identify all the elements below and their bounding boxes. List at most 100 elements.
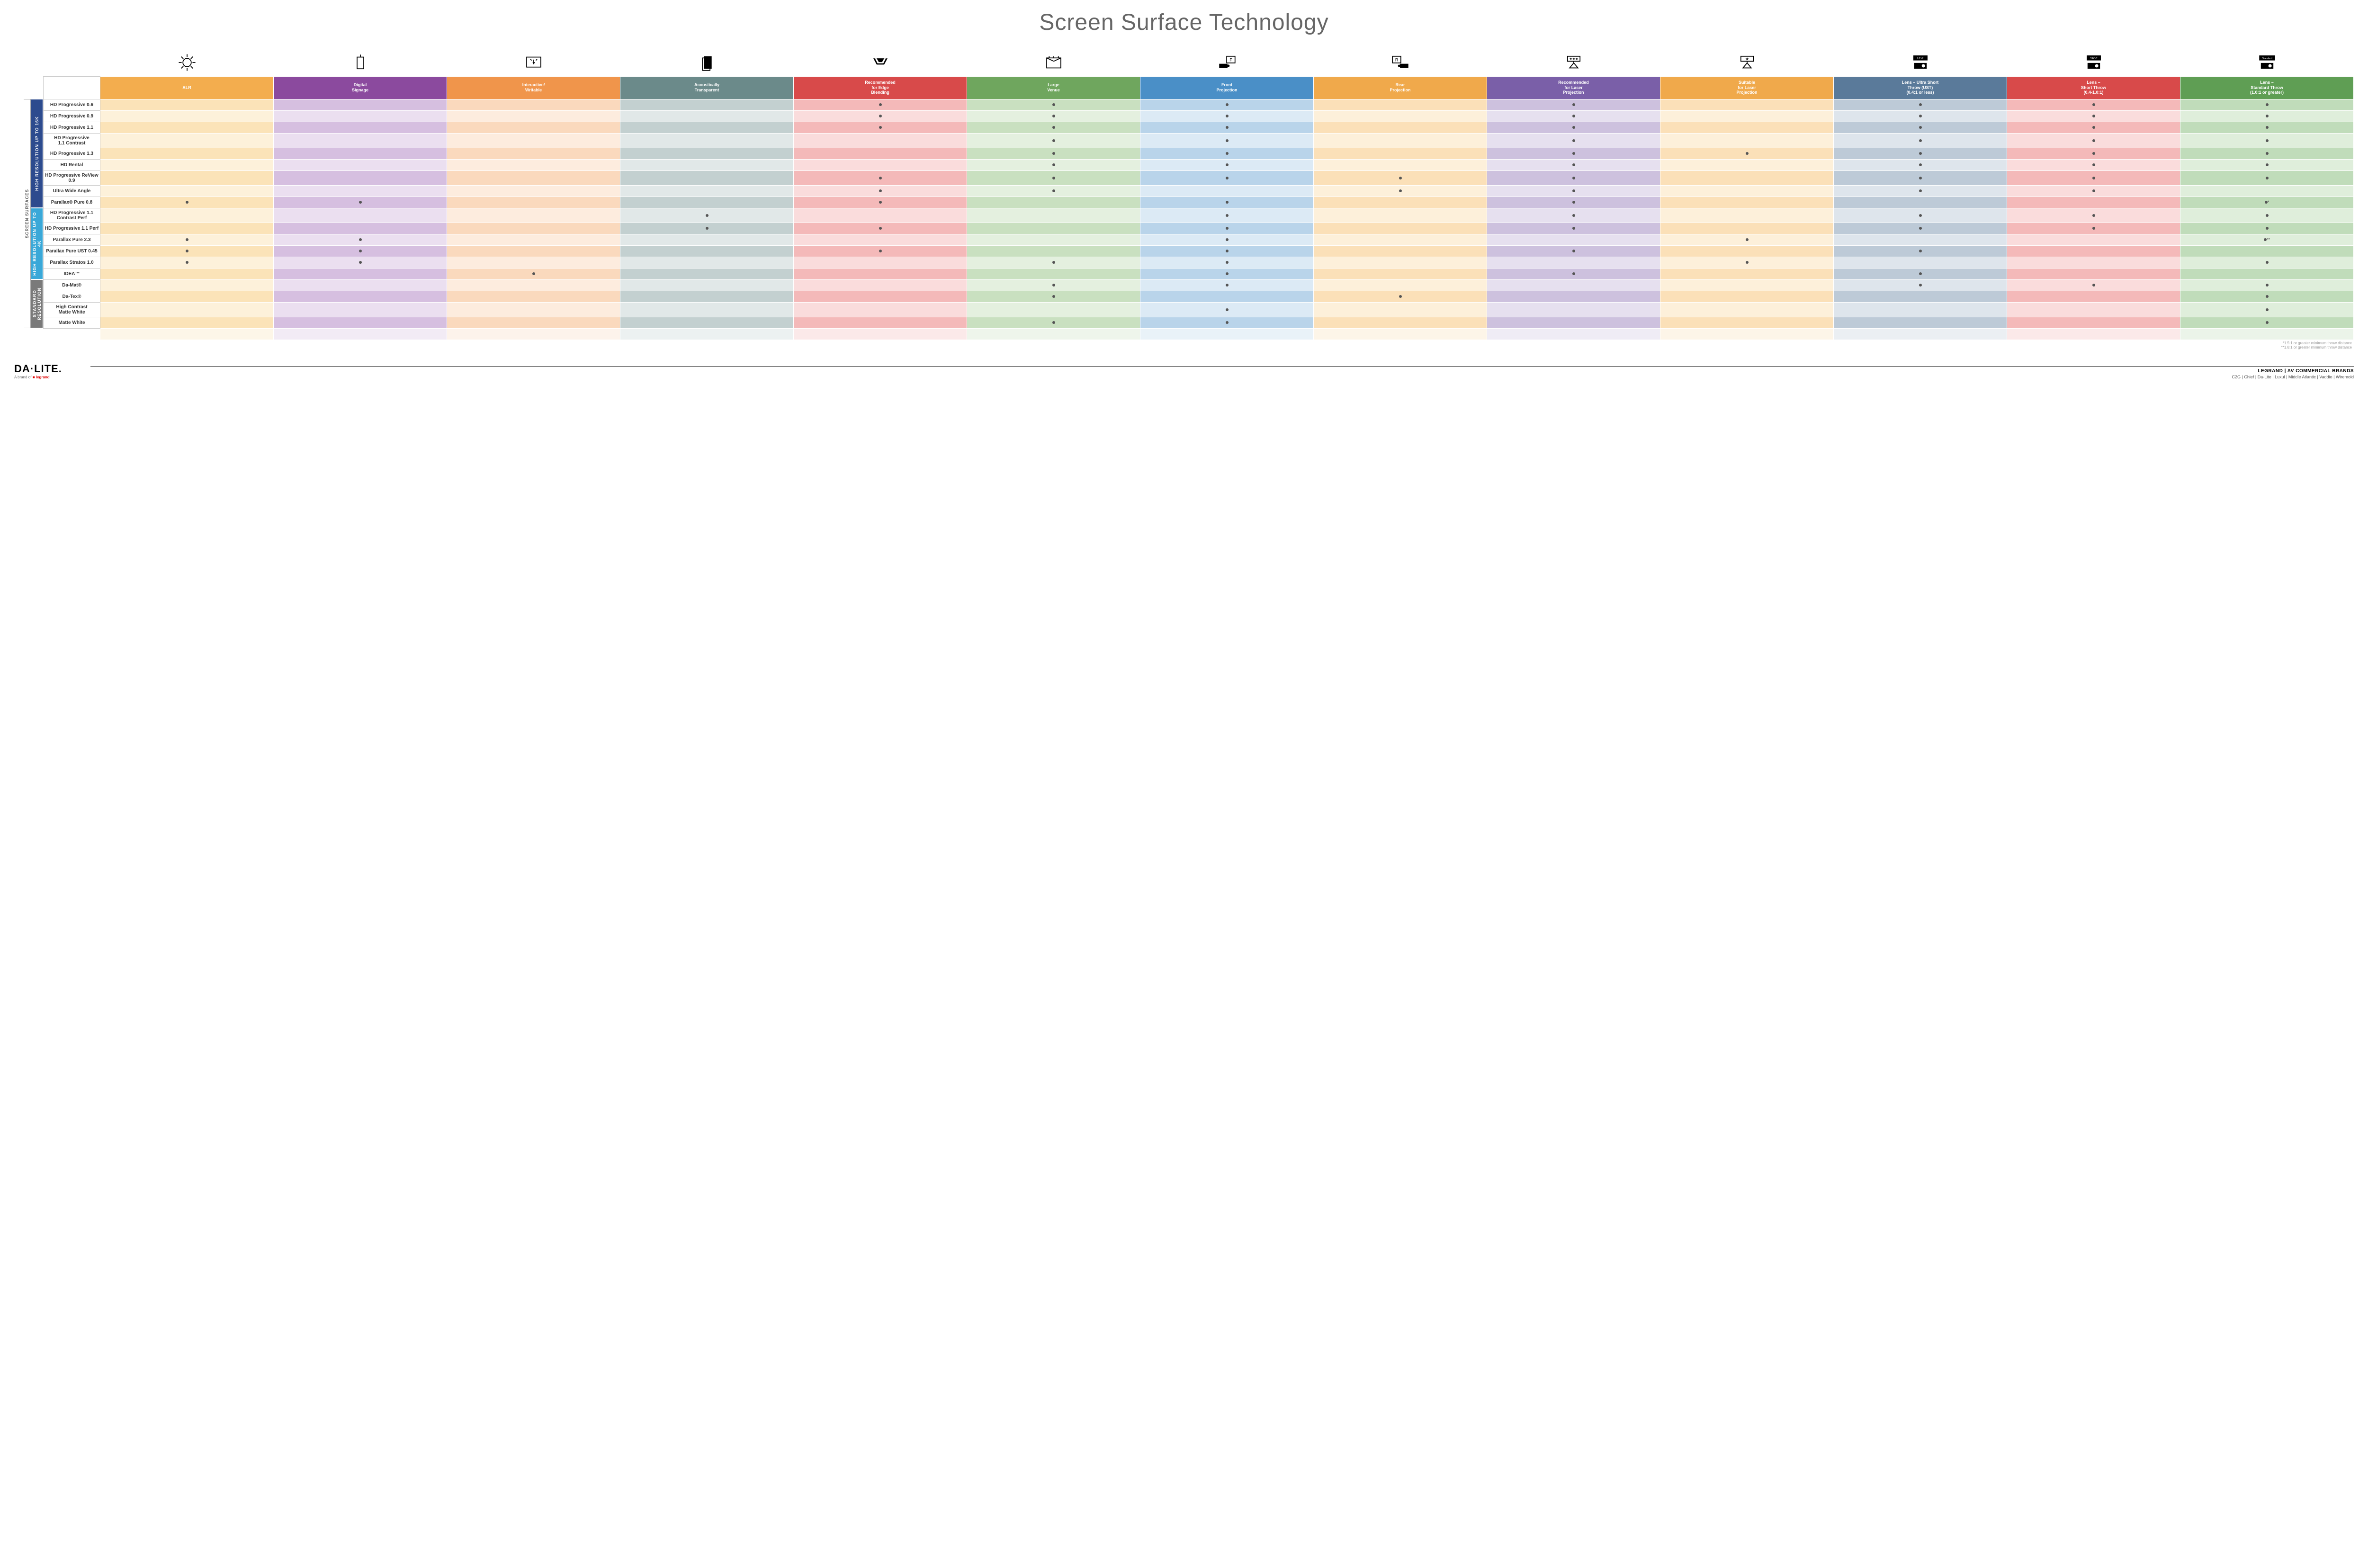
cell <box>2007 148 2180 159</box>
cell <box>1834 279 2007 291</box>
cell <box>100 317 274 328</box>
cell <box>2180 122 2354 133</box>
row-label: HD Progressive1.1 Contrast <box>44 133 100 148</box>
cell <box>967 291 1140 302</box>
cell <box>2007 317 2180 328</box>
cell <box>100 257 274 268</box>
cell <box>2007 122 2180 133</box>
cell <box>447 234 620 245</box>
cell <box>1834 159 2007 170</box>
cell <box>794 291 967 302</box>
cell <box>1140 99 1314 110</box>
cell <box>794 148 967 159</box>
row-label: IDEA™ <box>44 268 100 279</box>
cell <box>1487 317 1660 328</box>
cell <box>1140 317 1314 328</box>
cell <box>100 197 274 208</box>
cell <box>967 170 1140 185</box>
group-label: STANDARD RESOLUTION <box>31 279 43 328</box>
cell <box>2180 159 2354 170</box>
cell <box>1487 122 1660 133</box>
table-row: Parallax Pure UST 0.45 <box>44 245 2354 257</box>
cell <box>1314 257 1487 268</box>
cell <box>967 317 1140 328</box>
cell <box>1834 208 2007 223</box>
col-header: Recommendedfor LaserProjection <box>1487 76 1660 99</box>
cell <box>100 185 274 197</box>
cell <box>1487 185 1660 197</box>
cell <box>620 110 794 122</box>
svg-text:UST: UST <box>1917 57 1924 60</box>
cell <box>967 110 1140 122</box>
cell <box>1660 99 1834 110</box>
cell: * <box>2180 197 2354 208</box>
cell <box>1487 291 1660 302</box>
cell <box>2180 302 2354 317</box>
surface-table: FR★★★★USTShortStandardFEATURESALRDigital… <box>43 50 2354 340</box>
brands-title: LEGRAND | AV COMMERCIAL BRANDS <box>90 366 2354 374</box>
cell <box>1140 208 1314 223</box>
cell <box>1660 197 1834 208</box>
cell <box>100 208 274 223</box>
row-label: Da-Mat® <box>44 279 100 291</box>
cell <box>1140 234 1314 245</box>
logo-subtitle: A brand of ■ legrand <box>14 375 62 379</box>
col-header: ALR <box>100 76 274 99</box>
cell <box>620 279 794 291</box>
table-row: HD Progressive 1.3 <box>44 148 2354 159</box>
cell <box>1140 223 1314 234</box>
cell <box>2180 223 2354 234</box>
cell <box>2007 279 2180 291</box>
group-label: HIGH RESOLUTION UP TO 16K <box>31 99 43 208</box>
row-label: High ContrastMatte White <box>44 302 100 317</box>
cell <box>794 268 967 279</box>
ust-icon: UST <box>1834 50 2007 76</box>
cell <box>967 185 1140 197</box>
cell <box>2180 268 2354 279</box>
table-row: Parallax® Pure 0.8 * <box>44 197 2354 208</box>
cell <box>100 268 274 279</box>
cell <box>1487 234 1660 245</box>
cell <box>620 234 794 245</box>
cell <box>1487 110 1660 122</box>
cell <box>100 234 274 245</box>
cell <box>447 302 620 317</box>
row-label: Matte White <box>44 317 100 328</box>
cell <box>1834 257 2007 268</box>
cell <box>794 223 967 234</box>
row-label: HD Progressive 1.1Contrast Perf <box>44 208 100 223</box>
cell <box>1834 170 2007 185</box>
cell <box>967 122 1140 133</box>
logo-text: DA·LITE. <box>14 363 62 375</box>
col-header: DigitalSignage <box>274 76 447 99</box>
cell <box>967 279 1140 291</box>
svg-text:★★★: ★★★ <box>1569 57 1578 61</box>
col-header: LargeVenue <box>967 76 1140 99</box>
cell <box>1314 302 1487 317</box>
signage-icon <box>274 50 447 76</box>
cell <box>1660 223 1834 234</box>
cell <box>2007 110 2180 122</box>
cell <box>1314 148 1487 159</box>
cell <box>967 99 1140 110</box>
cell <box>1660 148 1834 159</box>
cell <box>1314 170 1487 185</box>
col-header: Interactive/Writable <box>447 76 620 99</box>
cell <box>447 122 620 133</box>
cell <box>274 234 447 245</box>
cell <box>1660 110 1834 122</box>
cell <box>2180 257 2354 268</box>
cell <box>794 208 967 223</box>
row-label: Parallax® Pure 0.8 <box>44 197 100 208</box>
cell <box>100 148 274 159</box>
cell <box>2180 170 2354 185</box>
cell <box>1314 122 1487 133</box>
cell <box>620 268 794 279</box>
cell <box>100 223 274 234</box>
cell <box>274 302 447 317</box>
col-header: Lens –Standard Throw(1.0:1 or greater) <box>2180 76 2354 99</box>
rear-icon: R <box>1314 50 1487 76</box>
cell <box>1140 291 1314 302</box>
cell <box>274 279 447 291</box>
row-label: Parallax Stratos 1.0 <box>44 257 100 268</box>
